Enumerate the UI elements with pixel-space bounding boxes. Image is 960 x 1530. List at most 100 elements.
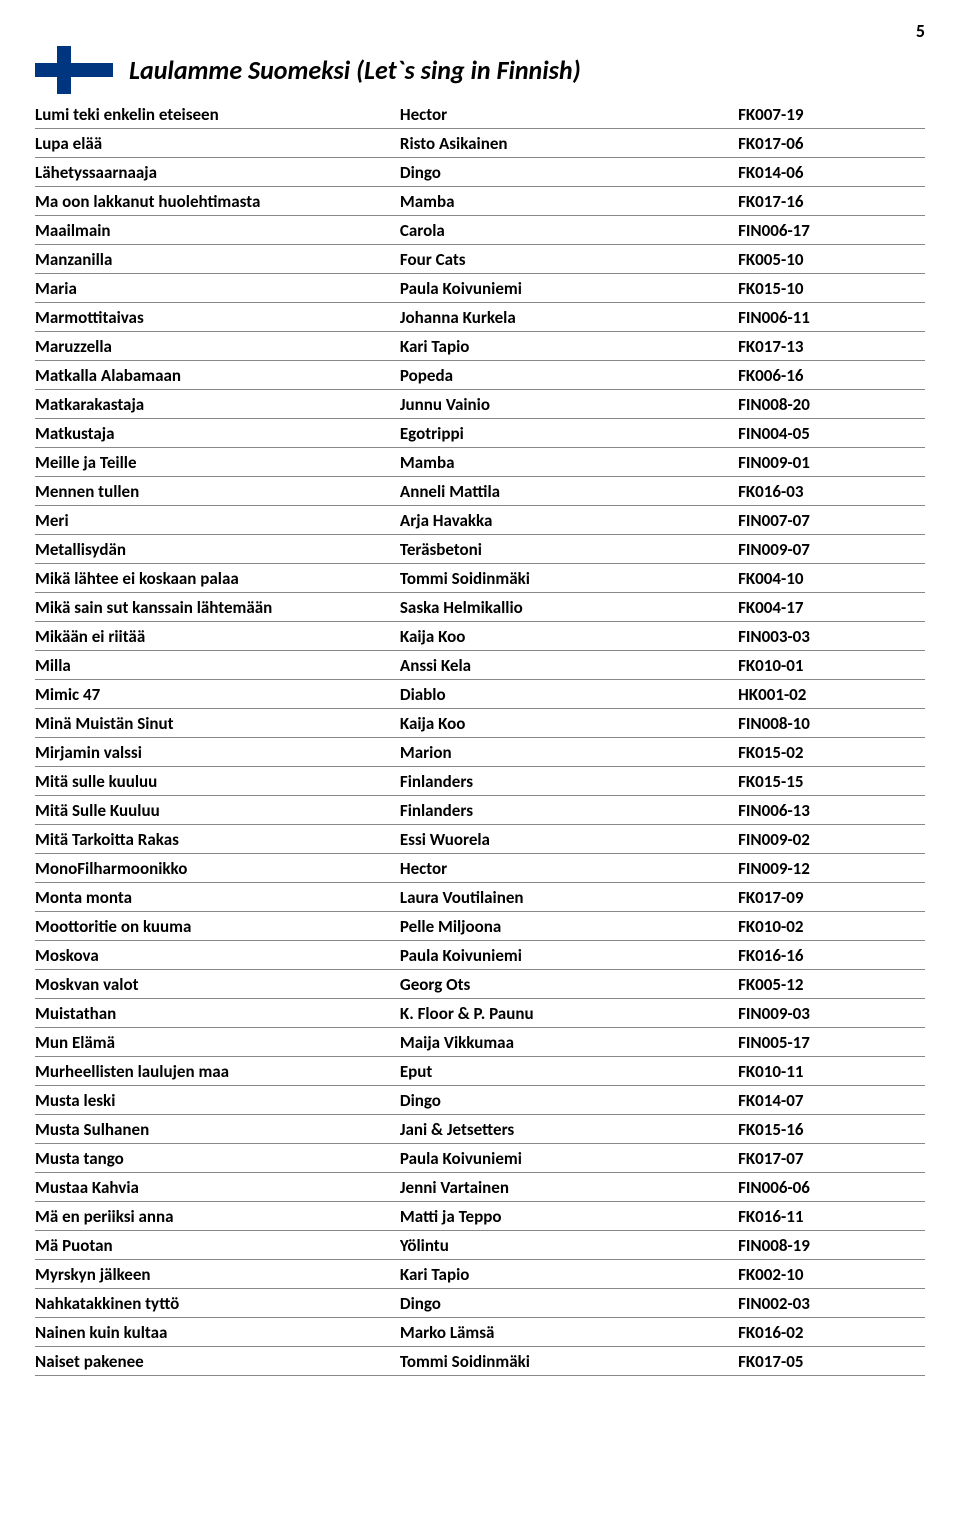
artist-cell: Dingo bbox=[400, 158, 738, 187]
header-row: Laulamme Suomeksi (Let`s sing in Finnish… bbox=[35, 46, 925, 94]
artist-cell: Kari Tapio bbox=[400, 1260, 738, 1289]
artist-cell: Hector bbox=[400, 100, 738, 129]
artist-cell: Saska Helmikallio bbox=[400, 593, 738, 622]
table-row: Mikä sain sut kanssain lähtemäänSaska He… bbox=[35, 593, 925, 622]
table-row: MonoFilharmoonikkoHectorFIN009-12 bbox=[35, 854, 925, 883]
song-cell: Monta monta bbox=[35, 883, 400, 912]
artist-cell: Matti ja Teppo bbox=[400, 1202, 738, 1231]
table-row: MariaPaula KoivuniemiFK015-10 bbox=[35, 274, 925, 303]
table-row: Murheellisten laulujen maaEputFK010-11 bbox=[35, 1057, 925, 1086]
song-cell: Ma oon lakkanut huolehtimasta bbox=[35, 187, 400, 216]
code-cell: FK015-15 bbox=[738, 767, 925, 796]
song-cell: Moottoritie on kuuma bbox=[35, 912, 400, 941]
code-cell: FK017-13 bbox=[738, 332, 925, 361]
table-row: Mitä Sulle KuuluuFinlandersFIN006-13 bbox=[35, 796, 925, 825]
artist-cell: Paula Koivuniemi bbox=[400, 274, 738, 303]
code-cell: FK014-06 bbox=[738, 158, 925, 187]
table-row: MoskovaPaula KoivuniemiFK016-16 bbox=[35, 941, 925, 970]
code-cell: FIN005-17 bbox=[738, 1028, 925, 1057]
code-cell: FK010-11 bbox=[738, 1057, 925, 1086]
artist-cell: Jani & Jetsetters bbox=[400, 1115, 738, 1144]
artist-cell: Johanna Kurkela bbox=[400, 303, 738, 332]
code-cell: FK005-10 bbox=[738, 245, 925, 274]
artist-cell: Anssi Kela bbox=[400, 651, 738, 680]
artist-cell: Popeda bbox=[400, 361, 738, 390]
table-row: MatkarakastajaJunnu VainioFIN008-20 bbox=[35, 390, 925, 419]
table-row: MatkustajaEgotrippiFIN004-05 bbox=[35, 419, 925, 448]
song-cell: Mimic 47 bbox=[35, 680, 400, 709]
artist-cell: Junnu Vainio bbox=[400, 390, 738, 419]
table-row: MaruzzellaKari TapioFK017-13 bbox=[35, 332, 925, 361]
table-row: Mustaa KahviaJenni VartainenFIN006-06 bbox=[35, 1173, 925, 1202]
table-row: Mun ElämäMaija VikkumaaFIN005-17 bbox=[35, 1028, 925, 1057]
artist-cell: Eput bbox=[400, 1057, 738, 1086]
code-cell: FK016-16 bbox=[738, 941, 925, 970]
artist-cell: Essi Wuorela bbox=[400, 825, 738, 854]
artist-cell: Hector bbox=[400, 854, 738, 883]
artist-cell: K. Floor & P. Paunu bbox=[400, 999, 738, 1028]
code-cell: FK004-10 bbox=[738, 564, 925, 593]
song-cell: Metallisydän bbox=[35, 535, 400, 564]
table-row: MillaAnssi KelaFK010-01 bbox=[35, 651, 925, 680]
song-cell: Mirjamin valssi bbox=[35, 738, 400, 767]
artist-cell: Finlanders bbox=[400, 796, 738, 825]
song-cell: Murheellisten laulujen maa bbox=[35, 1057, 400, 1086]
song-cell: Meri bbox=[35, 506, 400, 535]
table-row: Lumi teki enkelin eteiseenHectorFK007-19 bbox=[35, 100, 925, 129]
code-cell: FIN006-13 bbox=[738, 796, 925, 825]
code-cell: FIN009-02 bbox=[738, 825, 925, 854]
song-cell: Maruzzella bbox=[35, 332, 400, 361]
table-row: ManzanillaFour CatsFK005-10 bbox=[35, 245, 925, 274]
song-cell: Nainen kuin kultaa bbox=[35, 1318, 400, 1347]
code-cell: FK005-12 bbox=[738, 970, 925, 999]
code-cell: FK017-09 bbox=[738, 883, 925, 912]
song-cell: MonoFilharmoonikko bbox=[35, 854, 400, 883]
artist-cell: Georg Ots bbox=[400, 970, 738, 999]
song-cell: Mä Puotan bbox=[35, 1231, 400, 1260]
artist-cell: Diablo bbox=[400, 680, 738, 709]
artist-cell: Marko Lämsä bbox=[400, 1318, 738, 1347]
table-row: Nainen kuin kultaaMarko LämsäFK016-02 bbox=[35, 1318, 925, 1347]
artist-cell: Carola bbox=[400, 216, 738, 245]
song-cell: Mitä sulle kuuluu bbox=[35, 767, 400, 796]
artist-cell: Yölintu bbox=[400, 1231, 738, 1260]
code-cell: FIN009-01 bbox=[738, 448, 925, 477]
song-cell: Matkalla Alabamaan bbox=[35, 361, 400, 390]
table-row: MeriArja HavakkaFIN007-07 bbox=[35, 506, 925, 535]
artist-cell: Teräsbetoni bbox=[400, 535, 738, 564]
finland-flag-icon bbox=[35, 46, 113, 94]
code-cell: FK010-01 bbox=[738, 651, 925, 680]
artist-cell: Dingo bbox=[400, 1086, 738, 1115]
song-cell: Mitä Sulle Kuuluu bbox=[35, 796, 400, 825]
artist-cell: Laura Voutilainen bbox=[400, 883, 738, 912]
song-cell: Lähetyssaarnaaja bbox=[35, 158, 400, 187]
artist-cell: Maija Vikkumaa bbox=[400, 1028, 738, 1057]
artist-cell: Kaija Koo bbox=[400, 709, 738, 738]
code-cell: FK015-02 bbox=[738, 738, 925, 767]
table-row: Minä Muistän SinutKaija KooFIN008-10 bbox=[35, 709, 925, 738]
song-cell: Meille ja Teille bbox=[35, 448, 400, 477]
table-row: MuistathanK. Floor & P. PaunuFIN009-03 bbox=[35, 999, 925, 1028]
artist-cell: Anneli Mattila bbox=[400, 477, 738, 506]
table-row: Mitä Tarkoitta RakasEssi WuorelaFIN009-0… bbox=[35, 825, 925, 854]
table-row: Musta SulhanenJani & JetsettersFK015-16 bbox=[35, 1115, 925, 1144]
songs-table: Lumi teki enkelin eteiseenHectorFK007-19… bbox=[35, 100, 925, 1376]
table-row: Moskvan valotGeorg OtsFK005-12 bbox=[35, 970, 925, 999]
table-row: Mimic 47DiabloHK001-02 bbox=[35, 680, 925, 709]
code-cell: FK015-10 bbox=[738, 274, 925, 303]
table-row: Matkalla AlabamaanPopedaFK006-16 bbox=[35, 361, 925, 390]
table-row: MetallisydänTeräsbetoniFIN009-07 bbox=[35, 535, 925, 564]
artist-cell: Kari Tapio bbox=[400, 332, 738, 361]
table-row: Mä en periiksi annaMatti ja TeppoFK016-1… bbox=[35, 1202, 925, 1231]
code-cell: FK015-16 bbox=[738, 1115, 925, 1144]
table-row: Nahkatakkinen tyttöDingoFIN002-03 bbox=[35, 1289, 925, 1318]
code-cell: FIN002-03 bbox=[738, 1289, 925, 1318]
artist-cell: Tommi Soidinmäki bbox=[400, 1347, 738, 1376]
page-title: Laulamme Suomeksi (Let`s sing in Finnish… bbox=[129, 54, 581, 86]
song-cell: Mennen tullen bbox=[35, 477, 400, 506]
code-cell: FK010-02 bbox=[738, 912, 925, 941]
artist-cell: Dingo bbox=[400, 1289, 738, 1318]
table-row: LähetyssaarnaajaDingoFK014-06 bbox=[35, 158, 925, 187]
artist-cell: Finlanders bbox=[400, 767, 738, 796]
code-cell: FIN004-05 bbox=[738, 419, 925, 448]
